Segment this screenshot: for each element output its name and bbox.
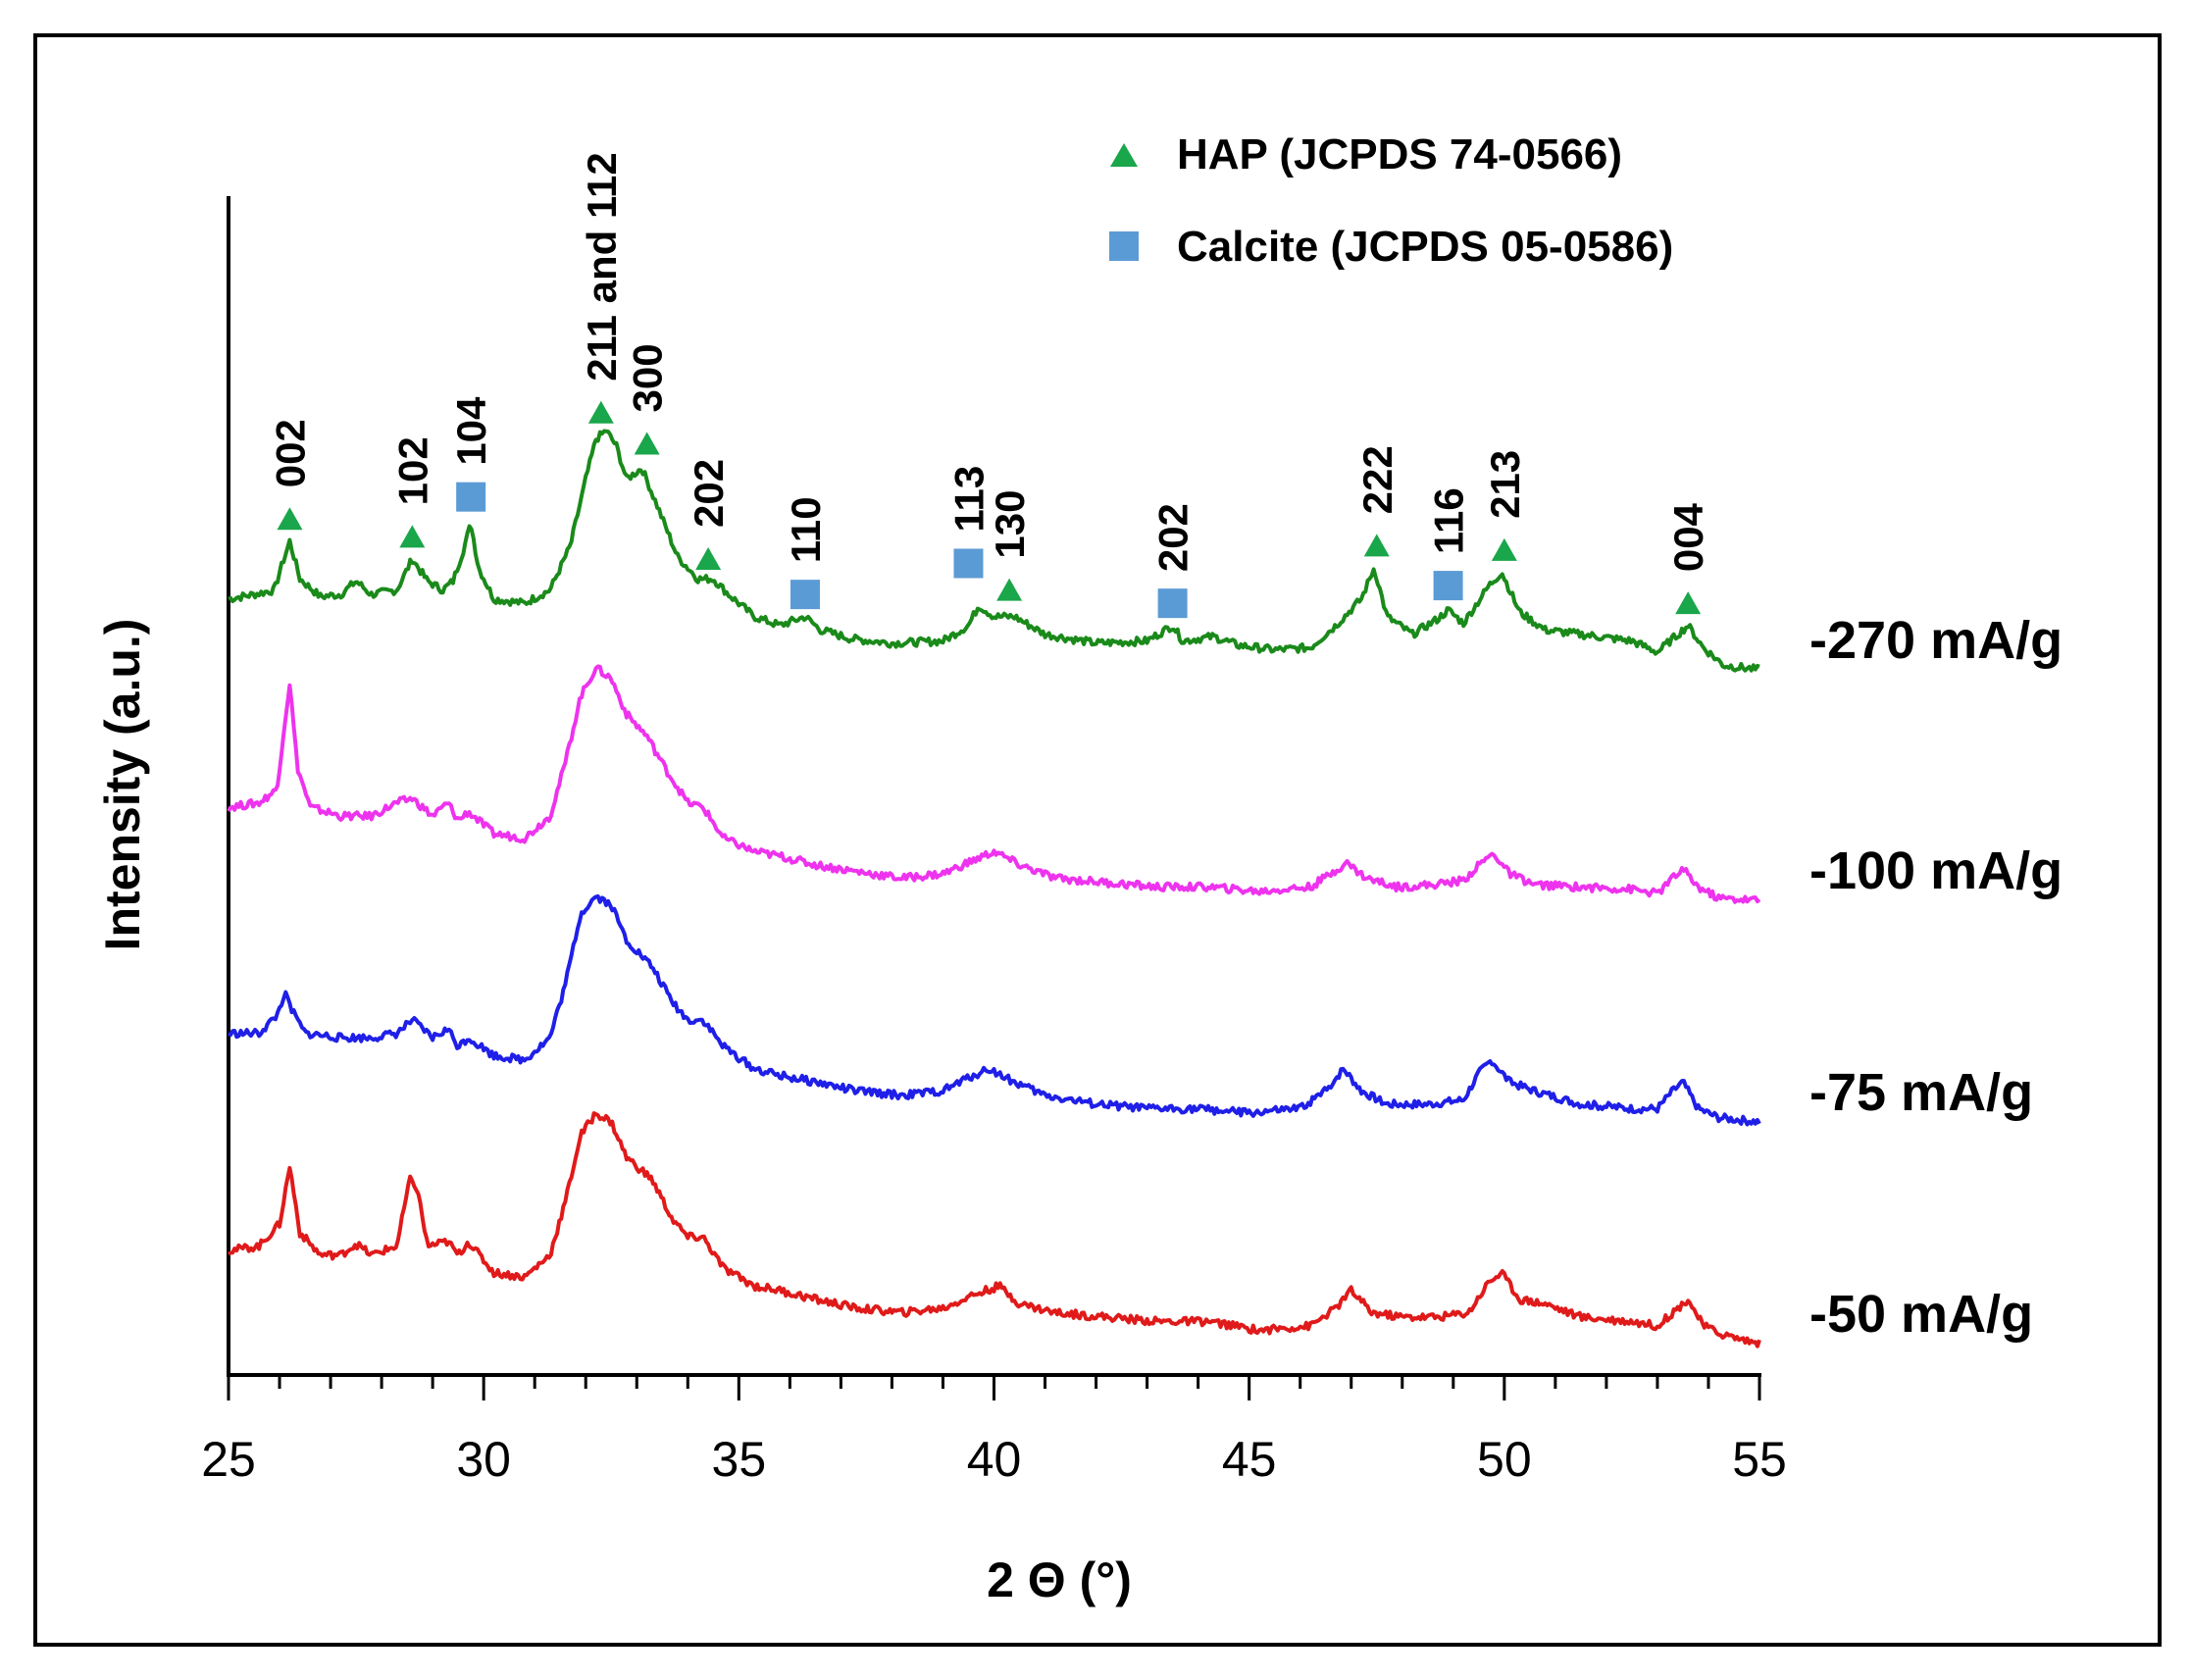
legend-hap-marker: [1110, 143, 1138, 167]
series-label: -270 mA/g: [1809, 611, 2063, 670]
peak-label: 130: [987, 490, 1033, 559]
peak-label: 222: [1354, 445, 1401, 514]
peak-label: 110: [783, 496, 829, 563]
series-line: [228, 1111, 1761, 1349]
hap-peak-marker: [695, 546, 722, 570]
hap-peak-marker: [996, 578, 1023, 601]
legend-calcite-label: Calcite (JCPDS 05-0586): [1177, 223, 1673, 271]
x-tick-label: 40: [967, 1432, 1022, 1487]
x-tick-label: 30: [456, 1432, 511, 1487]
peak-markers: [277, 400, 1702, 619]
peak-label: 202: [686, 459, 732, 528]
calcite-peak-marker: [1157, 588, 1188, 619]
legend-hap-label: HAP (JCPDS 74-0566): [1177, 130, 1622, 178]
peak-label: 213: [1482, 450, 1528, 519]
x-tick-label: 35: [712, 1432, 767, 1487]
peak-label: 002: [267, 419, 313, 487]
hap-peak-marker: [1491, 537, 1517, 561]
series-line: [227, 893, 1761, 1127]
hap-peak-marker: [1363, 534, 1390, 557]
hap-peak-marker: [399, 525, 426, 548]
y-axis-title: Intensity (a.u.): [95, 619, 150, 951]
x-tick-label: 25: [201, 1432, 256, 1487]
peak-label: 300: [625, 343, 671, 412]
peak-label: 202: [1150, 503, 1197, 572]
series-line: [227, 664, 1761, 904]
hap-peak-marker: [277, 507, 303, 531]
peak-label: 004: [1665, 502, 1711, 572]
series-lines: [227, 429, 1761, 1349]
peak-label: 211 and 112: [579, 152, 625, 382]
x-tick-labels: 25 30 35 40 45 50 55: [201, 1432, 1787, 1487]
x-tick-label: 50: [1477, 1432, 1532, 1487]
hap-peak-marker: [634, 432, 660, 455]
series-label: -50 mA/g: [1809, 1285, 2033, 1344]
x-ticks: [227, 1375, 1761, 1400]
peak-label: 102: [389, 436, 435, 505]
peak-label: 113: [945, 466, 992, 533]
series-label: -100 mA/g: [1809, 841, 2063, 900]
series-labels: -270 mA/g -100 mA/g -75 mA/g -50 mA/g: [1809, 611, 2063, 1344]
hap-peak-marker: [587, 400, 614, 424]
series-label: -75 mA/g: [1809, 1063, 2033, 1122]
legend: HAP (JCPDS 74-0566) Calcite (JCPDS 05-05…: [1109, 130, 1673, 271]
calcite-peak-marker: [1433, 571, 1463, 601]
peak-label: 116: [1426, 487, 1472, 554]
x-tick-label: 45: [1222, 1432, 1277, 1487]
calcite-peak-marker: [953, 548, 984, 579]
axes: [227, 196, 1761, 1377]
series-line: [228, 429, 1760, 673]
x-tick-label: 55: [1732, 1432, 1787, 1487]
hap-peak-marker: [1675, 591, 1702, 615]
calcite-peak-marker: [456, 482, 486, 512]
legend-calcite-marker: [1109, 231, 1139, 261]
x-axis-title: 2 Θ (°): [987, 1553, 1132, 1607]
calcite-peak-marker: [790, 580, 820, 610]
peak-label: 104: [448, 396, 494, 466]
